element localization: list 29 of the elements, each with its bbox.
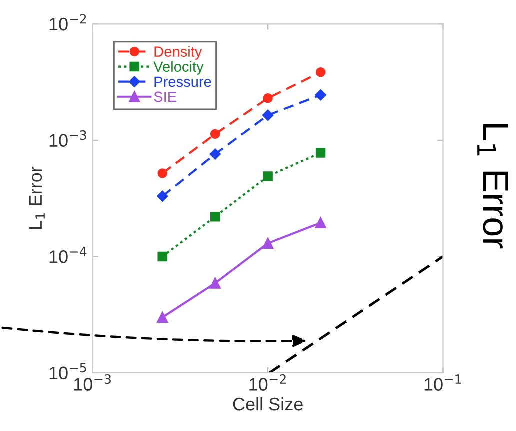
text: L$_{1}$ Error <box>478 124 508 249</box>
y-tick-label: 10$^{−4}$ <box>50 246 87 264</box>
x-axis-title: Cell Size <box>233 397 303 411</box>
legend-label: Pressure <box>154 76 212 88</box>
y-tick-label: 10$^{−3}$ <box>50 130 86 147</box>
point <box>315 90 326 101</box>
x-tick-label: 10$^{−1}$ <box>424 374 462 391</box>
point <box>210 148 221 160</box>
legend-label: Velocity <box>154 61 204 75</box>
legend-label: Density <box>154 46 202 60</box>
point <box>210 129 220 140</box>
point <box>315 217 326 229</box>
point <box>263 172 273 182</box>
point <box>262 238 274 250</box>
y-axis-title: L$_{1}$ Error <box>29 166 45 230</box>
point <box>158 252 168 262</box>
point <box>158 168 168 178</box>
point <box>316 67 326 78</box>
x-tick-label: 10$^{−3}$ <box>74 374 111 391</box>
point <box>210 212 220 222</box>
point <box>263 93 273 104</box>
point <box>157 312 168 324</box>
x-tick-label: 10$^{−2}$ <box>250 374 286 391</box>
point <box>156 190 168 202</box>
point <box>210 278 221 289</box>
point <box>262 110 274 122</box>
point <box>316 148 326 158</box>
y-tick-label: 10$^{−2}$ <box>50 14 86 31</box>
legend-label: SIE <box>154 92 176 102</box>
